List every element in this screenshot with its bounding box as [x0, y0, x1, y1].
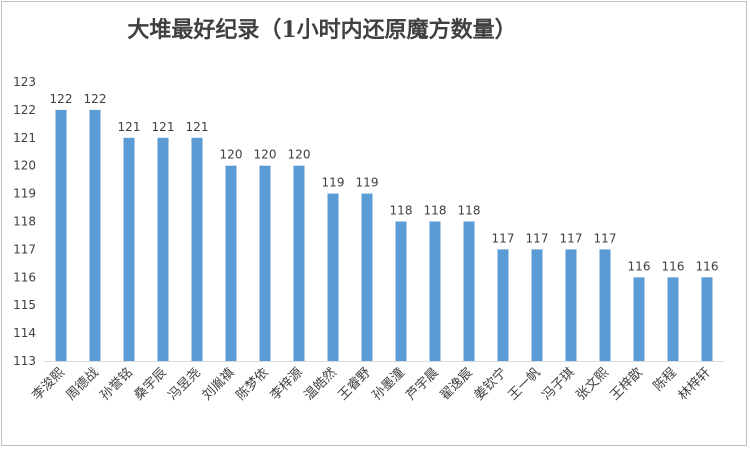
data-label: 120: [288, 148, 311, 162]
bar: [191, 137, 203, 361]
x-tick-label: 王一帆: [506, 365, 544, 403]
x-tick-label: 翟逸宸: [437, 365, 476, 404]
bar: [395, 221, 407, 361]
y-tick-label: 117: [13, 242, 36, 256]
bar: [55, 109, 67, 362]
bar: [157, 137, 169, 361]
bar: [259, 165, 271, 361]
x-tick-label: 冯子琪: [540, 365, 578, 403]
x-tick-label: 陈程: [650, 365, 680, 395]
bar: [361, 193, 373, 361]
data-label: 119: [322, 176, 345, 190]
x-tick-label: 冯昱尧: [166, 365, 204, 403]
y-tick-label: 118: [13, 215, 36, 229]
data-label: 120: [254, 148, 277, 162]
bar: [463, 221, 475, 361]
data-label: 116: [696, 259, 719, 273]
bar: [293, 165, 305, 361]
data-label: 117: [560, 231, 583, 245]
bar: [667, 277, 679, 361]
bar: [701, 277, 713, 361]
data-label: 121: [152, 120, 175, 134]
y-tick-label: 122: [13, 103, 36, 117]
bar: [327, 193, 339, 361]
y-tick-label: 123: [13, 75, 36, 89]
x-tick-label: 孙墨潼: [369, 365, 408, 404]
data-label: 118: [390, 204, 413, 218]
x-tick-label: 林梓轩: [676, 365, 714, 403]
data-label: 122: [50, 92, 73, 106]
bar: [565, 249, 577, 361]
bar: [599, 249, 611, 361]
y-tick-label: 121: [13, 131, 36, 145]
y-tick-label: 115: [13, 298, 36, 312]
data-label: 119: [356, 176, 379, 190]
y-tick-label: 119: [13, 187, 36, 201]
bar: [497, 249, 509, 361]
x-tick-label: 周德战: [64, 365, 102, 403]
chart-title: 大堆最好纪录（1小时内还原魔方数量）: [127, 17, 517, 43]
x-tick-label: 李梓源: [268, 365, 306, 403]
data-label: 122: [84, 92, 107, 106]
x-tick-label: 张文熙: [574, 365, 612, 403]
y-tick-label: 113: [13, 354, 36, 368]
data-label: 118: [458, 204, 481, 218]
data-label: 116: [628, 259, 651, 273]
x-tick-label: 芦宇晨: [404, 365, 442, 403]
data-label: 117: [526, 231, 549, 245]
bar: [225, 165, 237, 361]
x-tick-label: 王梓歆: [607, 365, 646, 404]
data-label: 121: [118, 120, 141, 134]
y-tick-label: 120: [13, 159, 36, 173]
data-label: 117: [492, 231, 515, 245]
y-tick-label: 114: [13, 326, 36, 340]
data-label: 117: [594, 231, 617, 245]
bar: [429, 221, 441, 361]
data-label: 116: [662, 259, 685, 273]
x-tick-label: 刘胤禛: [199, 365, 238, 404]
bar: [89, 109, 101, 362]
data-label: 121: [186, 120, 209, 134]
x-tick-label: 孙誉铭: [98, 365, 136, 403]
bar: [633, 277, 645, 361]
x-tick-label: 桑宇辰: [132, 365, 170, 403]
x-tick-label: 温皓然: [301, 365, 340, 404]
x-tick-label: 王睿野: [336, 365, 374, 403]
bar: [123, 137, 135, 361]
x-tick-label: 姜钦宁: [471, 365, 510, 404]
data-label: 118: [424, 204, 447, 218]
data-label: 120: [220, 148, 243, 162]
x-tick-label: 李浚熙: [30, 365, 68, 403]
bar: [531, 249, 543, 361]
y-tick-label: 116: [13, 270, 36, 284]
x-tick-label: 陈梦依: [233, 365, 272, 404]
